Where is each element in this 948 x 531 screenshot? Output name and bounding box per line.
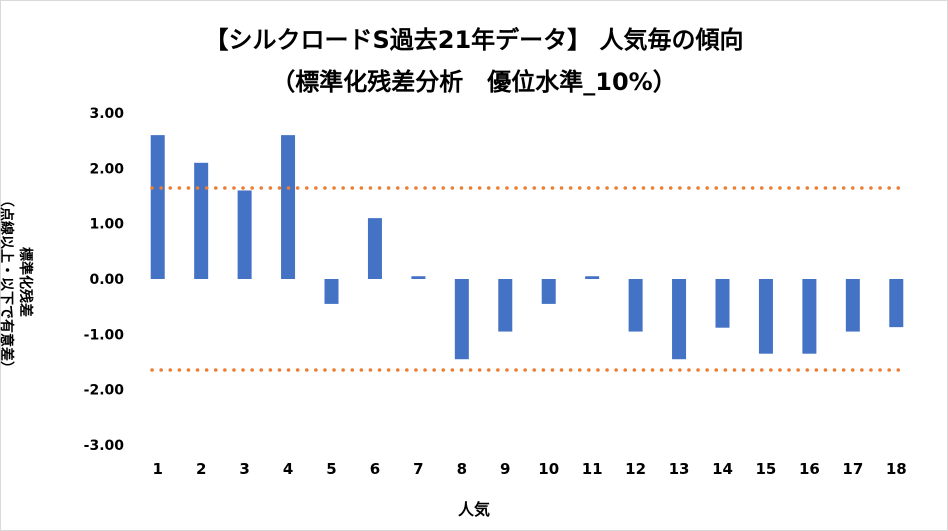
bar: [845, 279, 860, 332]
bar: [411, 276, 426, 279]
bar: [454, 279, 469, 360]
x-tick-label: 6: [370, 460, 380, 478]
x-tick-label: 17: [842, 460, 863, 478]
bar: [281, 135, 296, 279]
bar: [324, 279, 339, 304]
y-tick-label: -2.00: [84, 383, 125, 399]
x-tick-label: 18: [886, 460, 907, 478]
y-tick-label: -1.00: [84, 327, 125, 343]
chart-subtitle: （標準化残差分析 優位水準_10%）: [271, 68, 677, 96]
bar: [541, 279, 556, 304]
bar: [367, 218, 382, 279]
y-tick-label: 3.00: [89, 106, 124, 122]
bar: [758, 279, 773, 354]
x-tick-label: 15: [756, 460, 777, 478]
y-tick-label: 1.00: [89, 217, 124, 233]
bar: [498, 279, 513, 332]
bar: [715, 279, 730, 328]
x-tick-label: 8: [457, 460, 467, 478]
x-tick-label: 3: [239, 460, 249, 478]
bar: [237, 190, 252, 279]
x-tick-label: 16: [799, 460, 820, 478]
x-tick-label: 11: [582, 460, 603, 478]
bar: [150, 135, 165, 279]
y-tick-label: -3.00: [84, 438, 125, 454]
x-tick-label: 4: [283, 460, 293, 478]
x-tick-label: 9: [500, 460, 510, 478]
x-tick-label: 14: [712, 460, 733, 478]
x-tick-label: 10: [538, 460, 559, 478]
x-axis-label: 人気: [457, 500, 490, 519]
y-tick-label: 0.00: [89, 272, 124, 288]
x-tick-label: 7: [413, 460, 423, 478]
bar: [585, 276, 600, 279]
x-tick-label: 12: [625, 460, 646, 478]
bar: [802, 279, 817, 354]
chart-title: 【シルクロードS過去21年データ】 人気毎の傾向: [204, 26, 744, 54]
x-tick-label: 5: [326, 460, 336, 478]
bar: [672, 279, 687, 360]
x-tick-label: 1: [153, 460, 163, 478]
bar: [194, 162, 209, 279]
bar: [628, 279, 643, 332]
bar: [889, 279, 904, 328]
y-tick-label: 2.00: [89, 161, 124, 177]
x-tick-label: 13: [669, 460, 690, 478]
x-tick-label: 2: [196, 460, 206, 478]
